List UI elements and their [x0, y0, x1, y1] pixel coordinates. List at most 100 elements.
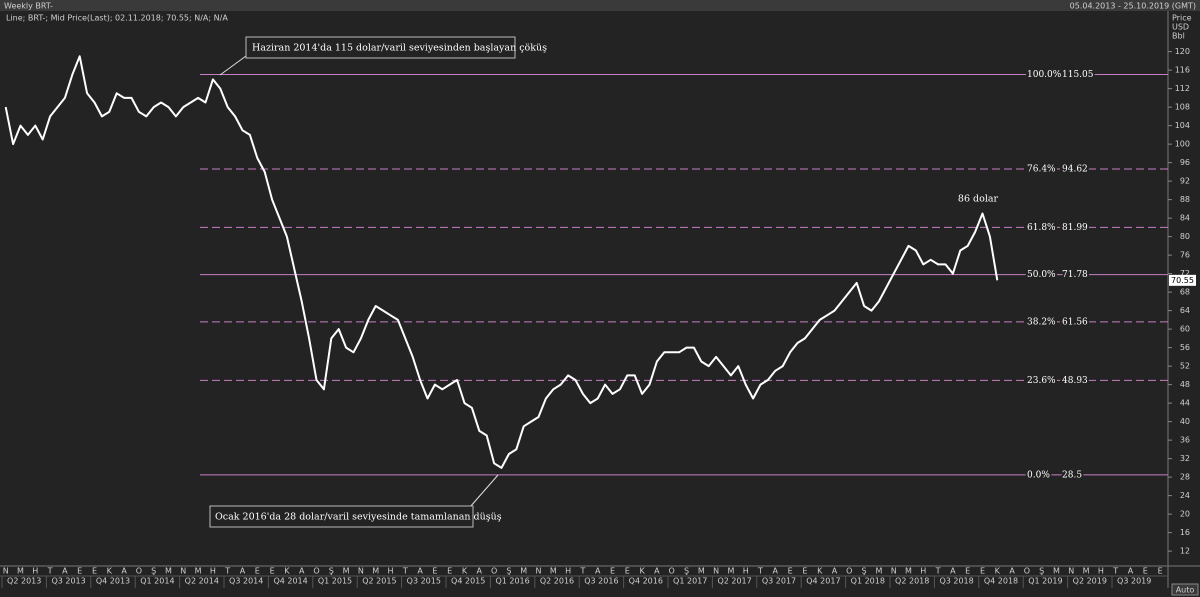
quarter-label: Q2 2018: [895, 577, 929, 586]
x-tick-label: O: [846, 567, 852, 576]
x-tick-label: M: [1083, 567, 1090, 576]
x-tick-label: A: [477, 567, 483, 576]
y-tick-label: 116: [1175, 66, 1190, 75]
quarter-label: Q4 2017: [806, 577, 840, 586]
y-tick-label: 104: [1175, 121, 1190, 130]
quarter-label: Q1 2015: [318, 577, 352, 586]
x-tick-label: E: [610, 567, 615, 576]
x-tick-label: A: [595, 567, 601, 576]
y-tick-label: 60: [1180, 325, 1190, 334]
x-tick-label: K: [462, 567, 468, 576]
fib-value: 81.99: [1062, 223, 1088, 233]
x-tick-label: Ş: [1039, 567, 1044, 576]
x-tick-label: K: [284, 567, 290, 576]
y-tick-label: 120: [1175, 47, 1190, 56]
x-tick-label: Ş: [506, 567, 511, 576]
x-tick-label: K: [817, 567, 823, 576]
x-tick-label: K: [995, 567, 1001, 576]
x-tick-label: E: [980, 567, 985, 576]
x-tick-label: T: [579, 567, 585, 576]
x-tick-label: M: [343, 567, 350, 576]
y-tick-label: 100: [1175, 140, 1190, 149]
x-tick-label: A: [240, 567, 246, 576]
x-tick-label: A: [950, 567, 956, 576]
last-price-box: [1169, 274, 1196, 286]
x-tick-label: O: [491, 567, 497, 576]
x-tick-label: T: [1112, 567, 1118, 576]
x-tick-label: M: [17, 567, 24, 576]
x-tick-label: N: [713, 567, 719, 576]
quarter-label: Q3 2016: [584, 577, 618, 586]
y-tick-label: 32: [1180, 454, 1190, 463]
y-tick-label: 68: [1180, 288, 1190, 297]
x-tick-label: A: [121, 567, 127, 576]
quarter-label: Q1 2016: [495, 577, 529, 586]
quarter-label: Q3 2014: [229, 577, 263, 586]
annotation-box: [245, 36, 516, 59]
scale-mode[interactable]: Auto: [1176, 586, 1195, 595]
x-tick-label: E: [788, 567, 793, 576]
x-tick-label: A: [1128, 567, 1134, 576]
x-tick-label: A: [832, 567, 838, 576]
y-tick-label: 16: [1180, 528, 1190, 537]
fib-value: 61.56: [1062, 317, 1088, 327]
x-tick-label: Ş: [329, 567, 334, 576]
x-tick-label: O: [669, 567, 675, 576]
x-tick-label: N: [1068, 567, 1074, 576]
x-tick-label: H: [743, 567, 749, 576]
x-tick-label: Ş: [862, 567, 867, 576]
scale-mode-box[interactable]: [1171, 583, 1199, 596]
fib-label: 76.4%: [1027, 165, 1056, 175]
x-tick-label: E: [432, 567, 437, 576]
y-label: Bbl: [1172, 32, 1185, 41]
x-tick-label: T: [757, 567, 763, 576]
y-tick-label: 112: [1175, 84, 1190, 93]
x-tick-label: E: [77, 567, 82, 576]
x-tick-label: A: [62, 567, 68, 576]
x-tick-label: E: [1158, 567, 1163, 576]
x-tick-label: O: [1024, 567, 1030, 576]
quarter-label: Q4 2015: [451, 577, 485, 586]
y-tick-label: 72: [1180, 269, 1190, 278]
header-bar: [0, 0, 1200, 11]
fib-label: 50.0%: [1027, 270, 1056, 280]
x-tick-label: M: [905, 567, 912, 576]
fib-label: 0.0%: [1027, 470, 1050, 480]
chart-title: Weekly BRT-: [4, 2, 53, 11]
x-tick-label: M: [550, 567, 557, 576]
x-tick-label: E: [447, 567, 452, 576]
x-tick-label: T: [935, 567, 941, 576]
quarter-label: Q2 2019: [1073, 577, 1107, 586]
x-tick-label: E: [270, 567, 275, 576]
x-tick-label: M: [195, 567, 202, 576]
quarter-label: Q4 2014: [273, 577, 307, 586]
x-tick-label: H: [920, 567, 926, 576]
x-tick-label: M: [727, 567, 734, 576]
quarter-label: Q4 2016: [629, 577, 663, 586]
x-tick-label: T: [224, 567, 230, 576]
quarter-label: Q4 2018: [984, 577, 1018, 586]
quarter-label: Q3 2017: [762, 577, 796, 586]
fib-value: 28.5: [1062, 470, 1082, 480]
annotation-pointer: [469, 474, 499, 508]
x-tick-label: O: [136, 567, 142, 576]
quarter-label: Q3 2019: [1117, 577, 1151, 586]
annotation: Ocak 2016'da 28 dolar/varil seviyesinde …: [215, 512, 502, 523]
quarter-label: Q2 2017: [717, 577, 751, 586]
x-tick-label: H: [387, 567, 393, 576]
quarter-label: Q1 2017: [673, 577, 707, 586]
quarter-label: Q1 2019: [1028, 577, 1062, 586]
y-tick-label: 48: [1180, 380, 1190, 389]
x-tick-label: N: [180, 567, 186, 576]
x-tick-label: A: [1009, 567, 1015, 576]
last-price-label: 70.55: [1171, 276, 1194, 285]
x-tick-label: K: [639, 567, 645, 576]
x-tick-label: A: [654, 567, 660, 576]
fib-label: 38.2%: [1027, 317, 1056, 327]
x-tick-label: N: [536, 567, 542, 576]
y-tick-label: 52: [1180, 362, 1190, 371]
price-line: [4, 55, 999, 469]
x-tick-label: Ş: [151, 567, 156, 576]
x-tick-label: N: [358, 567, 364, 576]
